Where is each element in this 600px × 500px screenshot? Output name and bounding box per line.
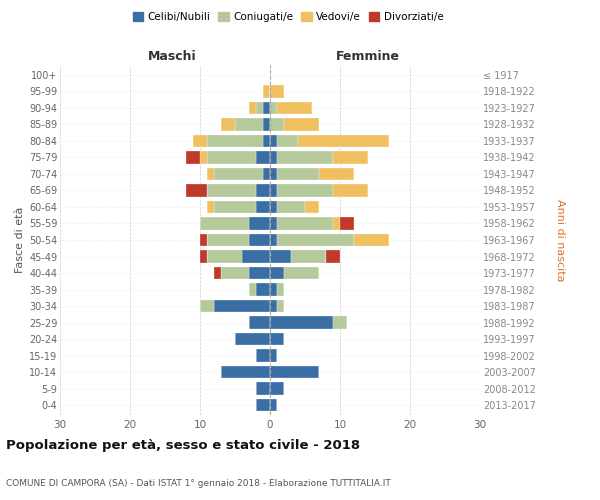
Bar xyxy=(263,135,270,147)
Bar xyxy=(277,218,333,230)
Bar xyxy=(277,284,284,296)
Bar xyxy=(207,135,263,147)
Bar xyxy=(270,316,333,328)
Bar xyxy=(200,300,214,312)
Bar xyxy=(242,250,270,262)
Bar xyxy=(256,152,270,164)
Bar xyxy=(249,218,270,230)
Bar xyxy=(319,168,354,180)
Bar xyxy=(256,399,270,411)
Bar xyxy=(333,218,340,230)
Bar xyxy=(263,102,270,114)
Bar xyxy=(326,250,340,262)
Bar xyxy=(270,300,277,312)
Bar xyxy=(298,135,389,147)
Bar xyxy=(270,201,277,213)
Bar xyxy=(249,102,256,114)
Y-axis label: Fasce di età: Fasce di età xyxy=(14,207,25,273)
Y-axis label: Anni di nascita: Anni di nascita xyxy=(555,198,565,281)
Bar xyxy=(207,152,256,164)
Bar xyxy=(200,250,207,262)
Bar xyxy=(333,152,368,164)
Bar xyxy=(284,267,319,279)
Bar xyxy=(270,250,291,262)
Bar xyxy=(200,152,207,164)
Text: Popolazione per età, sesso e stato civile - 2018: Popolazione per età, sesso e stato civil… xyxy=(6,440,360,452)
Bar xyxy=(263,168,270,180)
Bar xyxy=(249,284,256,296)
Bar xyxy=(270,399,277,411)
Bar xyxy=(270,135,277,147)
Legend: Celibi/Nubili, Coniugati/e, Vedovi/e, Divorziati/e: Celibi/Nubili, Coniugati/e, Vedovi/e, Di… xyxy=(128,8,448,26)
Bar xyxy=(256,184,270,196)
Bar xyxy=(235,118,263,130)
Bar xyxy=(270,382,284,395)
Bar xyxy=(277,135,298,147)
Bar xyxy=(207,201,214,213)
Bar xyxy=(270,366,319,378)
Bar xyxy=(305,201,319,213)
Bar xyxy=(263,85,270,98)
Bar xyxy=(270,333,284,345)
Bar xyxy=(235,333,270,345)
Bar xyxy=(270,118,284,130)
Bar xyxy=(249,267,270,279)
Bar xyxy=(256,201,270,213)
Bar xyxy=(270,152,277,164)
Bar xyxy=(214,267,221,279)
Bar xyxy=(263,118,270,130)
Bar xyxy=(270,284,277,296)
Bar xyxy=(193,135,207,147)
Bar xyxy=(277,201,305,213)
Bar xyxy=(277,168,319,180)
Bar xyxy=(256,102,263,114)
Bar xyxy=(249,234,270,246)
Bar xyxy=(284,118,319,130)
Bar xyxy=(207,250,242,262)
Bar xyxy=(270,85,284,98)
Bar xyxy=(221,267,249,279)
Bar xyxy=(277,102,312,114)
Bar xyxy=(200,218,249,230)
Bar xyxy=(256,350,270,362)
Bar xyxy=(221,366,270,378)
Bar xyxy=(200,234,207,246)
Bar xyxy=(277,152,333,164)
Bar xyxy=(277,300,284,312)
Bar xyxy=(256,284,270,296)
Text: Maschi: Maschi xyxy=(148,50,196,64)
Bar xyxy=(256,382,270,395)
Bar xyxy=(270,184,277,196)
Bar xyxy=(333,316,347,328)
Text: Femmine: Femmine xyxy=(336,50,400,64)
Bar xyxy=(270,218,277,230)
Bar xyxy=(270,234,277,246)
Bar xyxy=(214,201,256,213)
Bar xyxy=(270,267,284,279)
Bar xyxy=(277,234,354,246)
Bar xyxy=(186,152,200,164)
Bar xyxy=(277,184,333,196)
Bar xyxy=(333,184,368,196)
Bar xyxy=(291,250,326,262)
Bar xyxy=(270,168,277,180)
Bar xyxy=(214,300,270,312)
Bar xyxy=(186,184,207,196)
Bar xyxy=(207,234,249,246)
Bar xyxy=(221,118,235,130)
Bar xyxy=(249,316,270,328)
Bar xyxy=(270,350,277,362)
Bar xyxy=(354,234,389,246)
Bar xyxy=(207,168,214,180)
Bar xyxy=(207,184,256,196)
Bar xyxy=(340,218,354,230)
Text: COMUNE DI CAMPORA (SA) - Dati ISTAT 1° gennaio 2018 - Elaborazione TUTTITALIA.IT: COMUNE DI CAMPORA (SA) - Dati ISTAT 1° g… xyxy=(6,478,391,488)
Bar xyxy=(214,168,263,180)
Bar xyxy=(270,102,277,114)
